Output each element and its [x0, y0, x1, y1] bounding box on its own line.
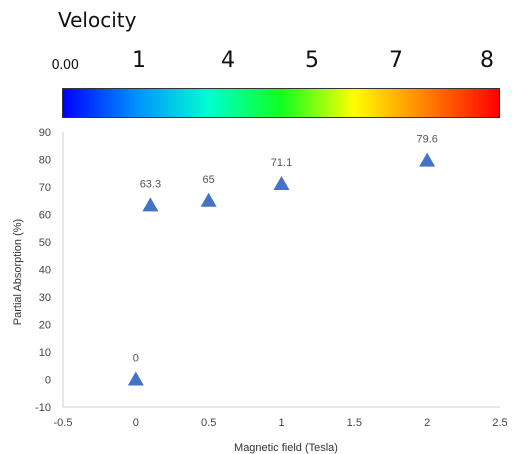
- y-tick-label: 0: [45, 375, 51, 387]
- colorbar-tick-label: 4: [221, 48, 235, 73]
- x-tick-label: 1: [278, 417, 284, 429]
- data-point: [127, 371, 144, 386]
- colorbar-tick-label: 7: [389, 48, 403, 73]
- x-tick-labels: -0.5 0 0.5 1 1.5 2 2.5: [54, 417, 508, 429]
- data-point: [142, 197, 159, 212]
- y-tick-label: 70: [39, 182, 51, 194]
- x-tick-label: 0.5: [201, 417, 216, 429]
- y-tick-label: 10: [39, 347, 51, 359]
- data-label: 0: [133, 353, 139, 365]
- y-tick-label: 80: [39, 155, 51, 167]
- y-tick-label: 90: [39, 127, 51, 139]
- x-axis-label: Magnetic field (Tesla): [234, 442, 338, 454]
- colorbar-tick-label: 5: [305, 48, 319, 73]
- y-tick-label: 40: [39, 265, 51, 277]
- data-point: [200, 192, 217, 207]
- data-label: 79.6: [416, 134, 437, 146]
- x-tick-label: -0.5: [54, 417, 73, 429]
- colorbar-tick-label: 8: [480, 48, 494, 73]
- velocity-colorbar: [62, 88, 500, 118]
- data-label: 65: [203, 174, 215, 186]
- y-tick-labels: -10 0 10 20 30 40 50 60 70 80 90: [35, 127, 51, 414]
- colorbar-tick-label: 0.00: [51, 58, 79, 73]
- y-tick-label: 20: [39, 320, 51, 332]
- data-labels: 0 63.3 65 71.1 79.6: [133, 134, 438, 365]
- data-point: [419, 152, 436, 167]
- x-tick-label: 2: [424, 417, 430, 429]
- y-axis-label: Partial Absorption (%): [12, 219, 24, 325]
- x-tick-label: 1.5: [347, 417, 362, 429]
- colorbar-tick-label: 1: [132, 48, 146, 73]
- y-tick-label: 60: [39, 210, 51, 222]
- y-tick-label: 50: [39, 237, 51, 249]
- colorbar-title: Velocity: [58, 8, 137, 32]
- y-tick-label: 30: [39, 292, 51, 304]
- data-label: 63.3: [140, 178, 161, 190]
- x-tick-label: 0: [133, 417, 139, 429]
- y-tick-label: -10: [35, 402, 51, 414]
- data-points: [127, 152, 436, 386]
- x-tick-label: 2.5: [492, 417, 507, 429]
- data-label: 71.1: [271, 157, 292, 169]
- data-point: [273, 175, 290, 190]
